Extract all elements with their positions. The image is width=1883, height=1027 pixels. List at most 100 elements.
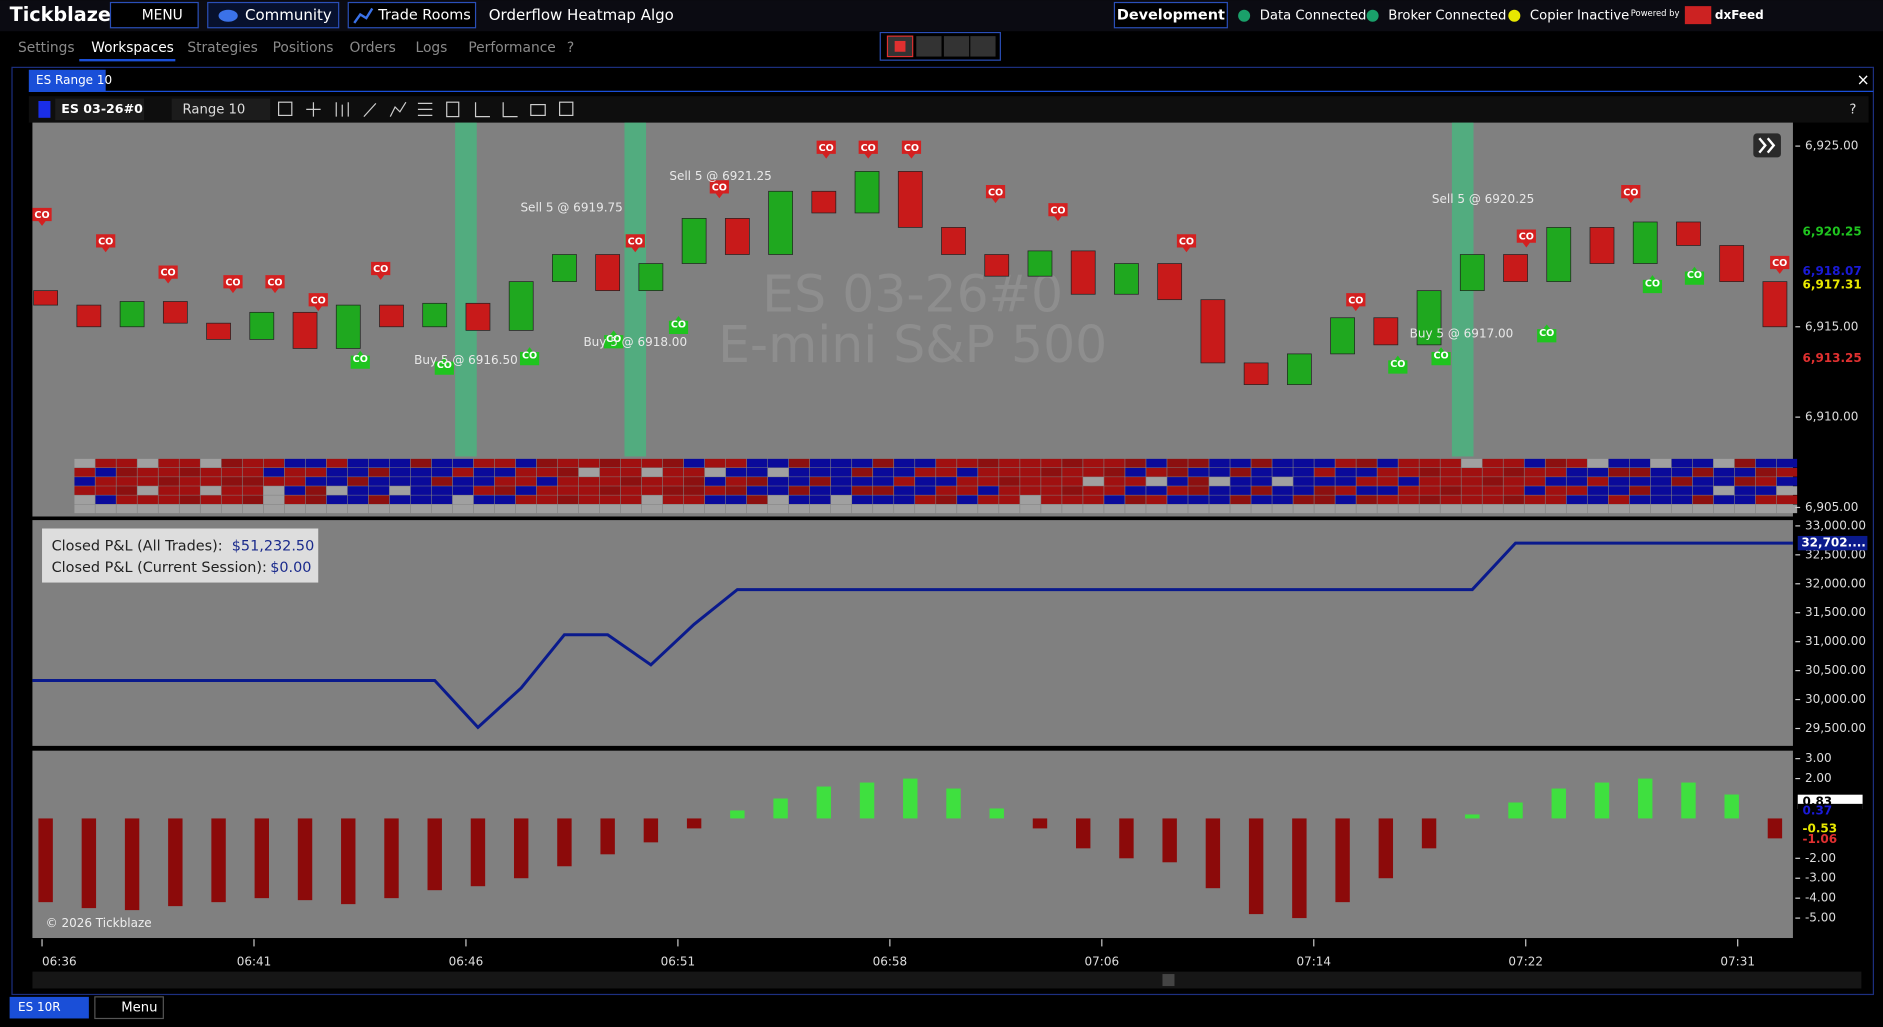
heat-cell [978, 467, 999, 477]
co-label: CO [522, 351, 537, 362]
heat-cell [873, 495, 894, 505]
histogram-bar [1292, 818, 1307, 919]
heat-cell [1692, 495, 1714, 505]
bottom-menu-label: Menu [121, 1001, 157, 1016]
heat-cell [74, 477, 95, 486]
heat-cell [305, 467, 327, 477]
heat-cell [641, 495, 663, 505]
heat-cell [515, 495, 537, 505]
heat-cell [957, 504, 978, 514]
heat-cell [810, 495, 831, 505]
nav-item[interactable]: ? [567, 40, 574, 56]
y-tick-label: 32,000.00 [1805, 576, 1866, 590]
heat-cell [767, 467, 789, 477]
heat-cell [1671, 504, 1693, 514]
tool-icon[interactable] [389, 101, 407, 117]
tool-icon[interactable] [306, 102, 321, 117]
community-button[interactable] [207, 1, 340, 29]
heat-cell [221, 495, 242, 505]
heat-cell [368, 504, 390, 514]
play-button[interactable] [943, 36, 970, 57]
histogram-bar [1508, 802, 1523, 819]
nav-item[interactable]: Performance [468, 40, 555, 56]
heat-cell [1335, 486, 1356, 495]
nav-item[interactable]: Workspaces [91, 40, 174, 56]
heat-cell [1167, 477, 1188, 486]
co-label: CO [1433, 351, 1448, 362]
tool-icon[interactable] [446, 101, 460, 118]
heat-cell [725, 486, 747, 495]
menu-button[interactable] [109, 1, 199, 29]
symbol-selector[interactable] [55, 98, 145, 121]
co-marker [308, 293, 328, 312]
heat-cell [1356, 477, 1377, 486]
heat-cell [1314, 495, 1335, 505]
nav-item[interactable]: Settings [18, 40, 75, 56]
co-label: CO [1348, 295, 1363, 306]
co-marker [350, 350, 370, 369]
heat-cell [599, 467, 621, 477]
scrollbar[interactable] [32, 971, 1862, 989]
tool-icon[interactable] [530, 103, 546, 117]
heat-cell [1461, 467, 1482, 477]
heat-cell [1230, 486, 1251, 495]
histogram-bar [38, 818, 53, 903]
bottom-menu[interactable] [94, 996, 164, 1020]
heat-cell [1377, 477, 1398, 486]
histogram-bar [859, 782, 875, 819]
heat-cell [1251, 504, 1272, 514]
scroll-thumb[interactable] [1162, 974, 1175, 987]
chart-tab[interactable] [28, 69, 106, 92]
heat-cell [999, 467, 1020, 477]
co-marker [901, 140, 922, 159]
symbol: ES 03-26#0 [61, 101, 143, 116]
tool-icon[interactable] [363, 102, 377, 118]
help[interactable]: ? [1849, 102, 1856, 117]
heat-cell [1713, 458, 1735, 468]
heat-cell [1272, 458, 1293, 468]
candle [335, 304, 361, 349]
heat-cell [831, 495, 852, 505]
tool-icon[interactable] [417, 102, 433, 117]
y-tick-label: 31,000.00 [1805, 634, 1866, 648]
candle [854, 171, 880, 214]
candle [1416, 290, 1442, 346]
nav-item[interactable]: Strategies [187, 40, 257, 56]
heat-cell [1734, 477, 1756, 486]
heat-cell [831, 467, 852, 477]
nav-item[interactable]: Logs [416, 40, 448, 56]
heat-cell [1650, 477, 1672, 486]
heat-cell [599, 504, 621, 514]
pause-button[interactable] [916, 36, 942, 57]
tool-icon[interactable] [335, 102, 349, 117]
heat-cell [1146, 458, 1167, 468]
heat-cell [431, 467, 453, 477]
bar-type-selector[interactable] [171, 98, 271, 121]
heat-cell [515, 477, 537, 486]
nav-item[interactable]: Orders [349, 40, 395, 56]
expand-button[interactable] [1753, 133, 1781, 158]
tool-icon[interactable] [502, 102, 518, 118]
tool-icon[interactable] [474, 102, 490, 118]
heat-cell [95, 467, 116, 477]
nav-item[interactable]: Positions [273, 40, 334, 56]
heat-cell [494, 486, 516, 495]
trade-annotation: Sell 5 @ 6921.25 [669, 169, 771, 183]
histogram-bar [1335, 818, 1350, 903]
close-button[interactable]: × [1857, 71, 1870, 89]
heat-cell [810, 458, 831, 468]
environment-badge[interactable] [1113, 1, 1228, 29]
heat-cell [1692, 477, 1714, 486]
heat-cell [1398, 477, 1419, 486]
co-marker [1516, 229, 1536, 248]
heat-cell [1629, 477, 1651, 486]
heat-cell [1776, 495, 1798, 505]
heat-cell [179, 504, 200, 514]
tool-icon[interactable] [278, 101, 293, 117]
co-marker [709, 180, 729, 199]
tool-icon[interactable] [559, 101, 574, 117]
step-button[interactable] [970, 36, 996, 57]
heat-cell [620, 477, 642, 486]
bottom-tab[interactable] [9, 996, 89, 1019]
